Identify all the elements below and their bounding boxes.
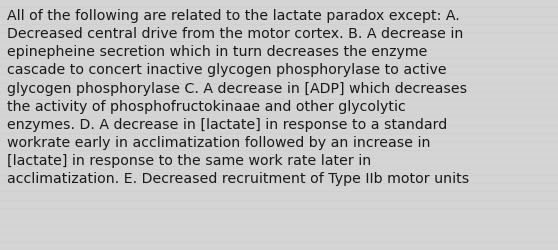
- Text: All of the following are related to the lactate paradox except: A.
Decreased cen: All of the following are related to the …: [7, 9, 469, 186]
